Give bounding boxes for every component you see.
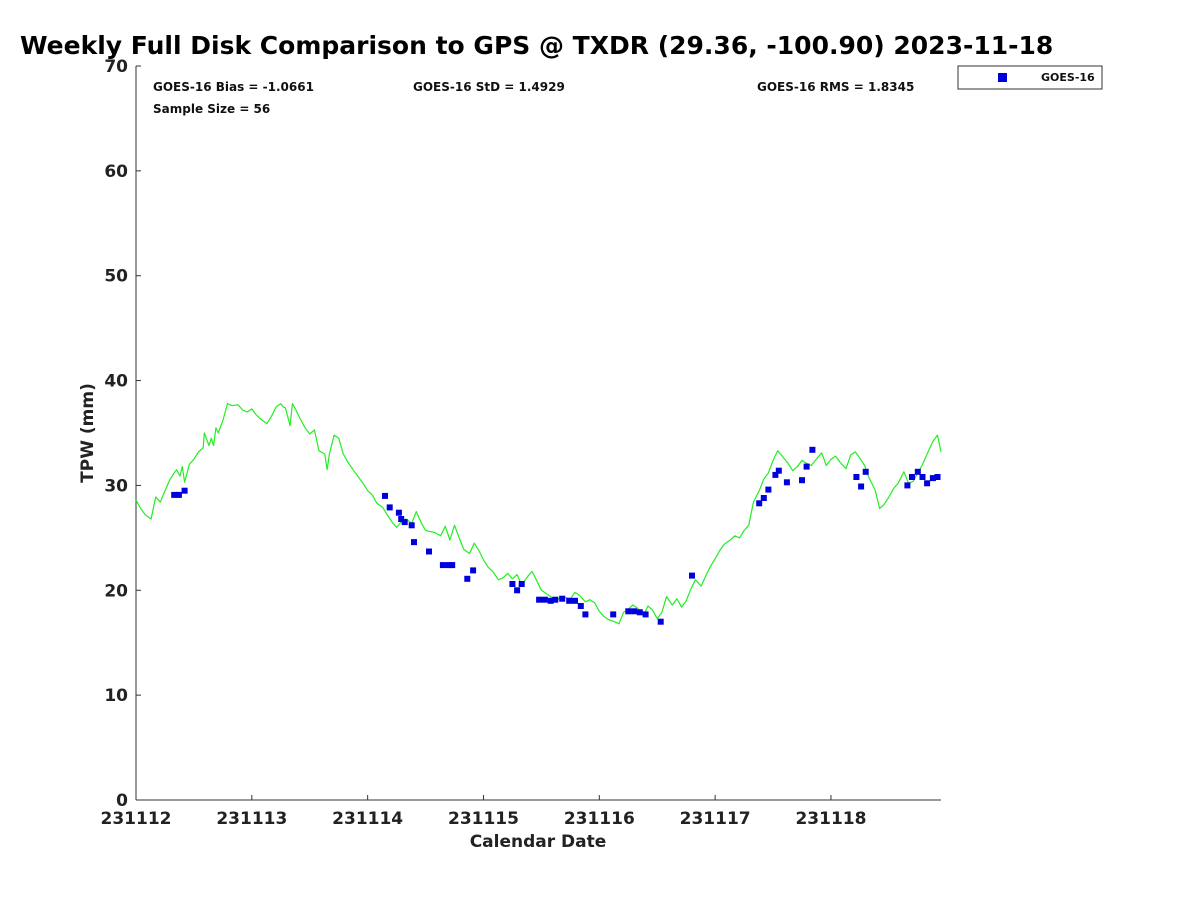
goes16-point (929, 475, 936, 482)
goes16-point (509, 581, 516, 587)
gps-series (135, 403, 942, 625)
legend: GOES-16 (957, 65, 1103, 90)
x-tick-label: 231116 (564, 809, 635, 829)
std-stat: GOES-16 StD = 1.4929 (413, 80, 565, 94)
goes16-point (408, 522, 415, 529)
goes16-point (518, 581, 525, 587)
x-tick-label: 231113 (216, 809, 287, 829)
y-tick-label: 20 (104, 581, 128, 601)
goes16-point (862, 468, 869, 475)
goes16-point (175, 491, 182, 498)
y-tick-label: 70 (104, 57, 128, 77)
goes16-point (756, 500, 763, 507)
goes16-point (914, 468, 921, 475)
goes16-point (426, 548, 432, 555)
x-tick-label: 231117 (680, 809, 751, 829)
goes16-point (689, 572, 695, 579)
goes16-point (547, 597, 554, 604)
goes16-point (783, 479, 790, 486)
goes16-point (398, 516, 405, 522)
goes16-point (642, 611, 649, 618)
goes16-point (449, 562, 456, 569)
legend-box (957, 65, 1103, 90)
goes16-point (582, 611, 589, 618)
goes16-point (924, 480, 931, 487)
y-tick-label: 60 (104, 162, 128, 182)
goes16-point (919, 474, 926, 480)
legend-label-goes16: GOES-16 (1041, 71, 1095, 84)
x-axis-label: Calendar Date (470, 832, 607, 852)
goes16-point (858, 483, 865, 490)
goes16-point (577, 603, 584, 609)
goes16-point (401, 519, 408, 526)
goes16-point (382, 492, 388, 499)
goes16-point (464, 575, 471, 582)
goes16-point (657, 618, 664, 625)
y-tick-label: 10 (104, 686, 128, 706)
goes16-point (572, 597, 578, 604)
x-tick-label: 231115 (448, 809, 519, 829)
goes16-point (809, 446, 816, 453)
goes16-point (566, 597, 573, 604)
goes16-point (765, 486, 772, 493)
goes16-point (934, 474, 941, 480)
goes16-point (909, 474, 915, 480)
goes16-point (445, 562, 452, 569)
goes16-point (536, 596, 543, 603)
goes16-point (395, 509, 402, 516)
goes16-point (181, 487, 188, 494)
y-tick-label: 30 (104, 476, 128, 496)
y-tick-label: 0 (116, 791, 128, 811)
goes16-point (386, 504, 393, 511)
goes16-point (541, 596, 548, 603)
chart-title: Weekly Full Disk Comparison to GPS @ TXD… (20, 31, 1053, 60)
x-tick-label: 231112 (101, 809, 172, 829)
goes16-point (799, 477, 805, 484)
goes16-point (610, 611, 617, 618)
goes16-point (772, 471, 779, 478)
goes16-point (411, 539, 417, 546)
goes16-point (552, 596, 559, 603)
sample-size-stat: Sample Size = 56 (153, 102, 270, 116)
goes16-point (171, 491, 178, 498)
gps-line (135, 403, 942, 625)
goes16-point (636, 609, 643, 616)
y-axis-label: TPW (mm) (78, 383, 98, 483)
y-tick-label: 50 (104, 267, 128, 287)
legend-marker-goes16 (998, 73, 1007, 82)
goes16-point (625, 608, 632, 615)
y-axis-ticks: 0 10 20 30 40 50 60 70 (104, 57, 141, 811)
goes16-point (439, 562, 446, 569)
goes16-point (904, 482, 911, 489)
goes16-point (559, 595, 566, 602)
goes16-point (514, 587, 521, 594)
x-tick-label: 231118 (795, 809, 866, 829)
goes16-point (803, 463, 810, 470)
goes16-point (631, 608, 638, 615)
goes16-point (775, 467, 782, 474)
goes16-point (760, 495, 767, 501)
x-tick-label: 231114 (332, 809, 403, 829)
bias-stat: GOES-16 Bias = -1.0661 (153, 80, 314, 94)
x-axis-ticks: 231112 231113 231114 231115 231116 231117 2311… (101, 795, 866, 829)
y-tick-label: 40 (104, 372, 128, 392)
goes16-series (171, 446, 941, 625)
goes16-point (470, 567, 477, 574)
goes16-point (853, 474, 860, 480)
rms-stat: GOES-16 RMS = 1.8345 (757, 80, 914, 94)
